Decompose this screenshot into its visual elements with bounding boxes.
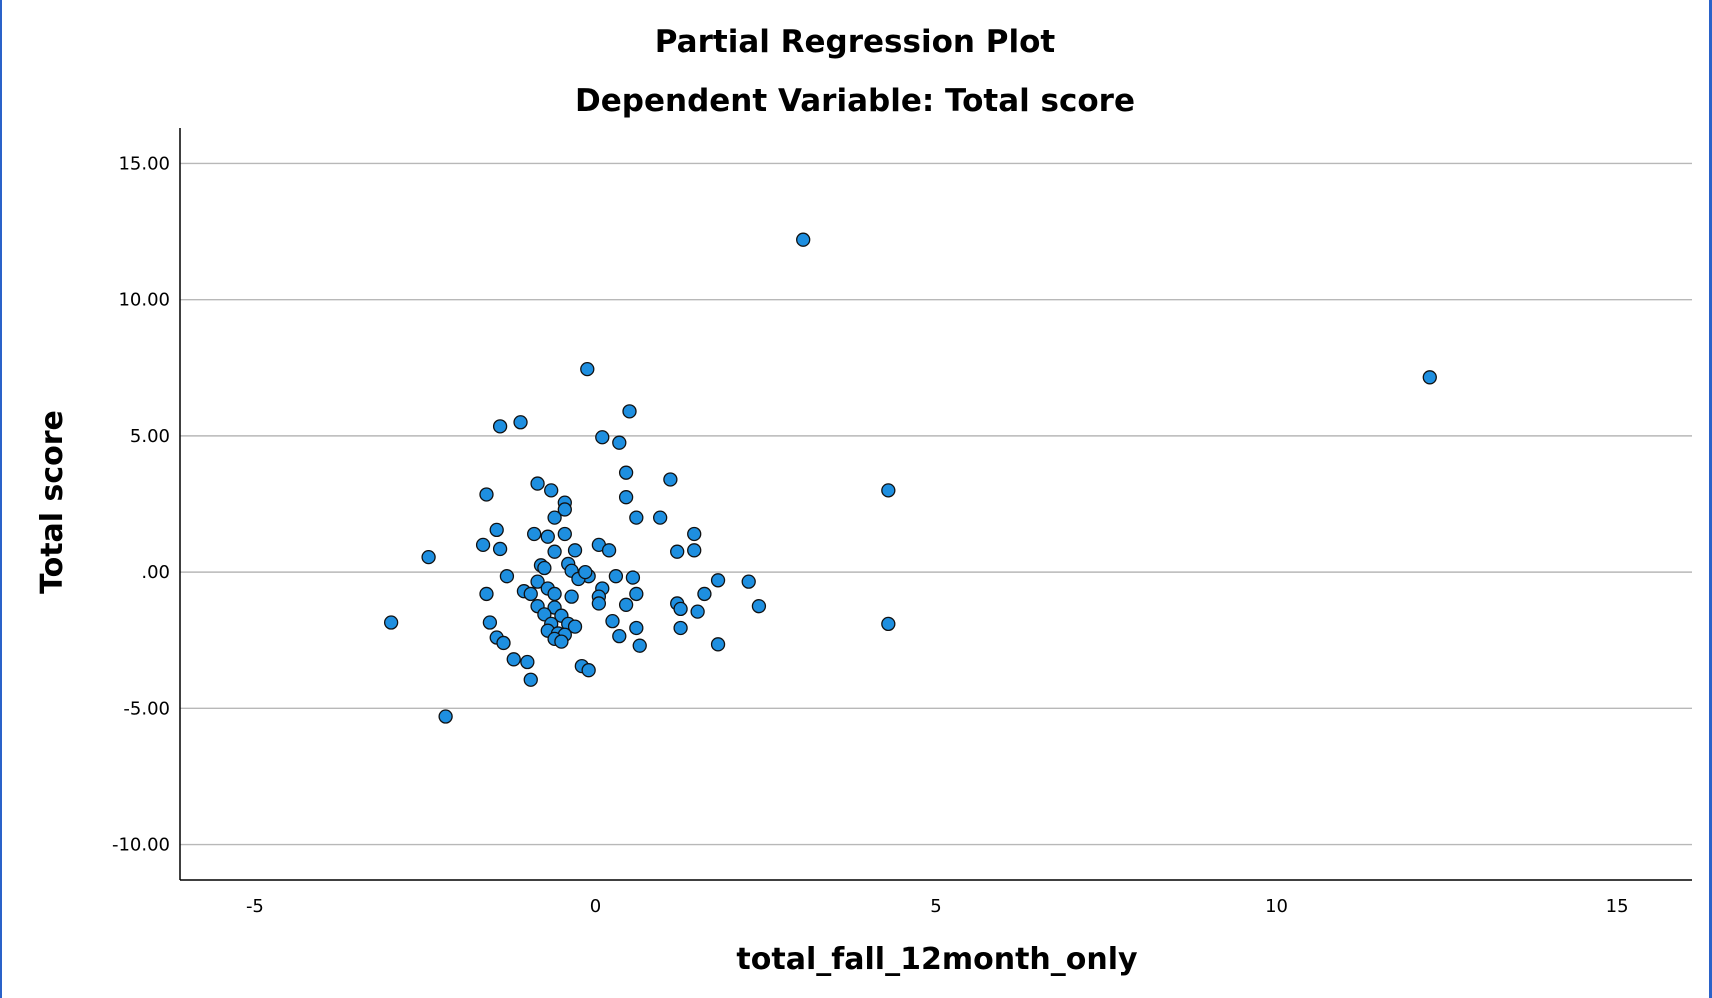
scatter-point xyxy=(438,709,453,724)
scatter-point xyxy=(881,483,896,498)
scatter-point xyxy=(622,404,637,419)
x-tick-label: 10 xyxy=(1265,896,1288,917)
axes xyxy=(179,128,1692,881)
scatter-point xyxy=(554,634,569,649)
scatter-point xyxy=(523,672,538,687)
y-axis-label: Total score xyxy=(35,410,70,594)
scatter-point xyxy=(492,541,508,557)
scatter-point xyxy=(595,430,610,445)
scatter-point xyxy=(567,619,583,634)
scatter-point xyxy=(618,465,634,480)
scatter-point xyxy=(482,615,498,630)
x-axis-label: total_fall_12month_only xyxy=(736,942,1138,977)
chart-subtitle: Dependent Variable: Total score xyxy=(575,83,1135,119)
scatter-point xyxy=(530,476,545,491)
scatter-point xyxy=(697,586,712,602)
scatter-point xyxy=(741,574,756,589)
y-tick-label: 10.00 xyxy=(118,290,170,311)
scatter-point xyxy=(581,663,596,678)
y-tick-label: 15.00 xyxy=(118,153,170,174)
scatter-point xyxy=(601,543,617,558)
scatter-point xyxy=(523,586,538,602)
scatter-point xyxy=(479,487,494,502)
y-tick-label: -5.00 xyxy=(123,698,170,719)
scatter-point xyxy=(1422,370,1437,385)
scatter-point xyxy=(608,569,624,584)
scatter-point xyxy=(506,652,521,667)
scatter-point xyxy=(479,586,494,602)
x-tick-label: 0 xyxy=(590,896,601,917)
scatter-point xyxy=(796,232,811,247)
scatter-point xyxy=(527,526,542,542)
chart-title: Partial Regression Plot xyxy=(655,24,1056,60)
scatter-point xyxy=(629,510,644,525)
scatter-point xyxy=(618,490,634,505)
scatter-point xyxy=(492,419,508,434)
x-tick-label: 5 xyxy=(930,896,941,917)
x-tick-labels: -5 0 5 10 15 xyxy=(246,896,1629,917)
scatter-point xyxy=(547,586,562,602)
scatter-point xyxy=(618,597,634,612)
scatter-point xyxy=(663,472,678,487)
x-tick-label: -5 xyxy=(246,896,264,917)
scatter-point xyxy=(544,483,559,498)
scatter-point xyxy=(578,564,593,580)
scatter-point xyxy=(605,614,620,629)
scatter-point xyxy=(612,435,627,450)
scatter-point xyxy=(629,586,644,602)
scatter-point xyxy=(489,522,504,538)
scatter-point xyxy=(557,526,572,542)
scatter-point xyxy=(421,549,436,565)
scatter-point xyxy=(881,616,896,632)
scatter-point xyxy=(580,361,595,377)
scatter-point xyxy=(547,544,562,559)
scatter-point xyxy=(612,628,627,644)
scatter-point xyxy=(564,589,579,604)
scatter-point xyxy=(710,637,726,652)
scatter-point xyxy=(383,615,399,630)
y-tick-label: 5.00 xyxy=(130,426,170,447)
scatter-point xyxy=(625,570,641,585)
scatter-point xyxy=(673,601,688,617)
scatter-point xyxy=(690,604,705,619)
x-tick-label: 15 xyxy=(1606,896,1629,917)
scatter-point xyxy=(670,544,685,559)
scatter-point xyxy=(710,573,726,588)
scatter-point xyxy=(499,569,515,584)
gridlines xyxy=(180,162,1692,846)
scatter-point xyxy=(496,635,511,651)
scatter-point xyxy=(591,596,607,611)
scatter-point xyxy=(557,502,572,517)
y-tick-labels: 15.00 10.00 5.00 .00 -5.00 -10.00 xyxy=(112,153,170,855)
scatter-point xyxy=(547,510,562,525)
scatter-point xyxy=(537,607,552,622)
scatter-point xyxy=(540,529,555,544)
scatter-point xyxy=(537,560,552,576)
scatter-point xyxy=(475,537,491,553)
scatter-point xyxy=(632,638,647,653)
scatter-point xyxy=(673,620,688,636)
y-tick-label: .00 xyxy=(141,562,170,583)
scatter-point xyxy=(687,526,702,542)
scatter-point xyxy=(530,574,545,589)
scatter-point xyxy=(687,543,702,558)
data-points xyxy=(383,232,1437,724)
scatter-point xyxy=(629,620,644,636)
scatter-point xyxy=(513,415,528,430)
y-tick-label: -10.00 xyxy=(112,835,170,856)
scatter-point xyxy=(653,510,668,525)
scatter-point xyxy=(520,654,535,670)
scatter-point xyxy=(751,599,767,614)
scatter-point xyxy=(567,543,583,558)
